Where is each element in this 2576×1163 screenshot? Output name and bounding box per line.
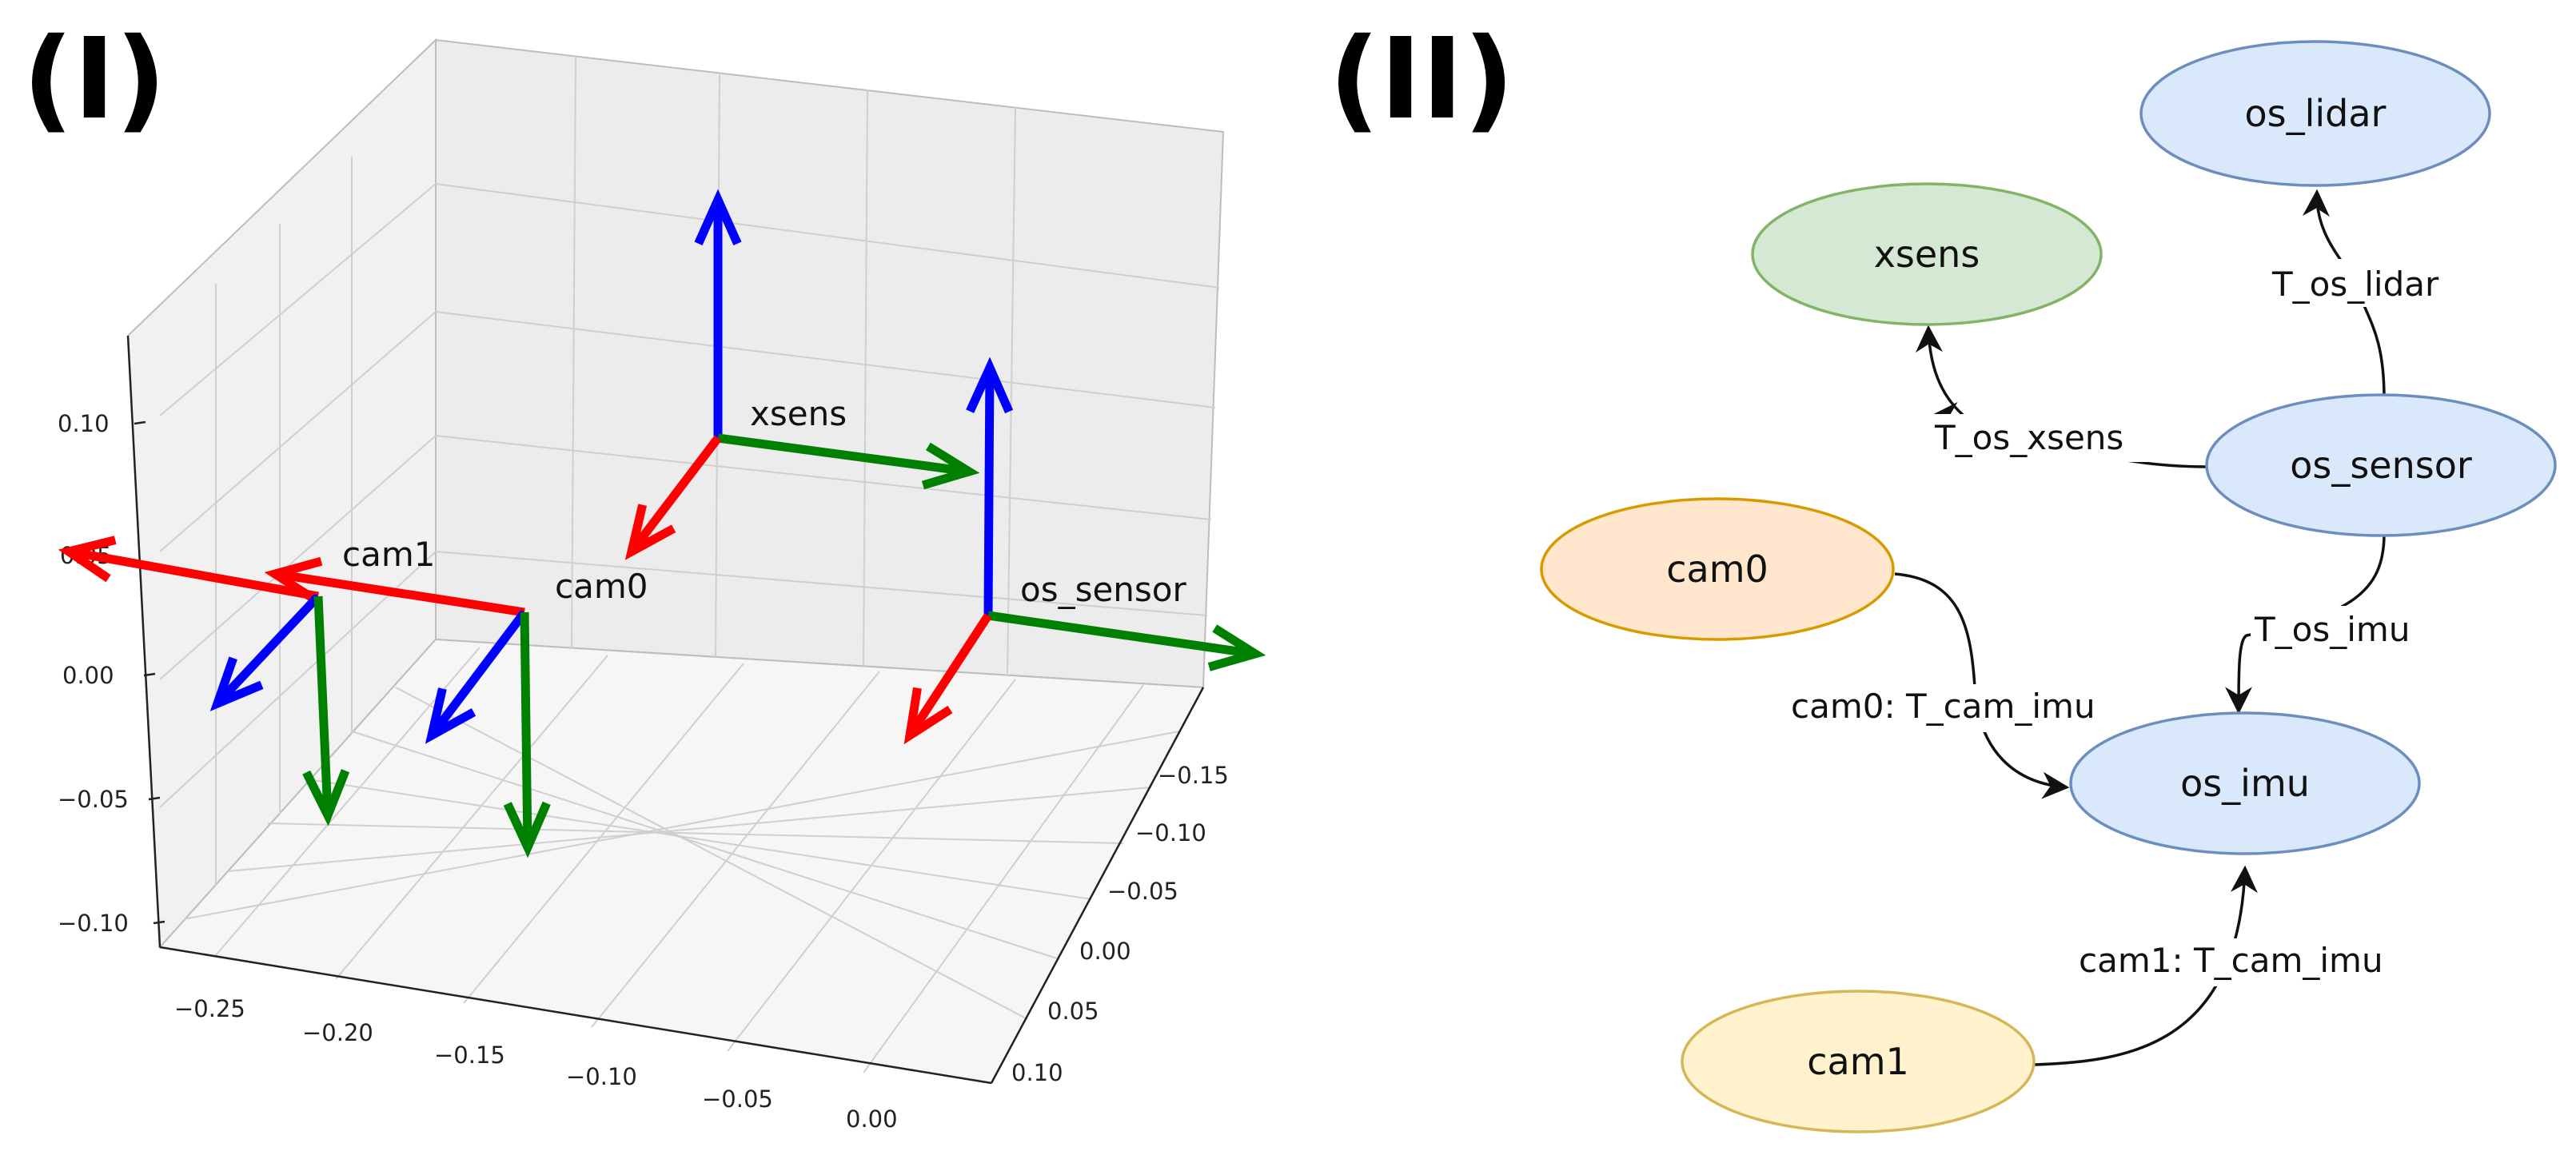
y-axis-spine bbox=[990, 687, 1205, 1084]
z-tick-label: 0.10 bbox=[58, 410, 110, 437]
os-sensor-x-axis-arrow bbox=[906, 612, 992, 739]
os-sensor-y-axis-arrow bbox=[987, 611, 1256, 659]
node-label: cam1 bbox=[1807, 1040, 1909, 1083]
x-tick-label: 0.00 bbox=[846, 1105, 898, 1133]
panel-i-label: (I) bbox=[22, 14, 167, 145]
y-tick-label: −0.10 bbox=[1135, 819, 1206, 846]
cam1-z-axis-arrow bbox=[213, 593, 322, 707]
x-axis-ticks: −0.25 −0.20 −0.15 −0.10 −0.05 0.00 bbox=[174, 995, 898, 1133]
cam1-y-axis-arrowhead bbox=[302, 769, 350, 826]
z-tick-label: −0.05 bbox=[58, 786, 129, 813]
panel-ii-label: (II) bbox=[1329, 14, 1515, 145]
cam0-z-axis-arrowhead bbox=[425, 687, 477, 744]
z-tick-label: −0.10 bbox=[58, 910, 129, 937]
x-axis-spine bbox=[159, 946, 992, 1085]
x-tick-label: −0.05 bbox=[702, 1085, 773, 1113]
node-ellipse bbox=[1681, 990, 2036, 1133]
y-tick-label: −0.15 bbox=[1158, 762, 1229, 789]
frame-label-os-sensor: os_sensor bbox=[1020, 570, 1186, 609]
edge-label-bg bbox=[1931, 414, 2153, 462]
frames-3d-plot: 0.10 0.05 0.00 −0.05 −0.10 −0.25 −0.20 −… bbox=[58, 38, 1266, 1133]
grid-right-pane bbox=[435, 55, 1220, 676]
edge-label-cam1-t-cam-imu: cam1: T_cam_imu bbox=[2079, 941, 2383, 980]
edge-label-bg bbox=[2251, 606, 2447, 654]
edge-label-t-os-xsens: T_os_xsens bbox=[1934, 418, 2123, 457]
x-tick-label: −0.15 bbox=[434, 1042, 505, 1069]
node-xsens: xsens bbox=[1751, 182, 2103, 326]
edge-cam0-to-os-imu bbox=[1894, 572, 2070, 799]
os-sensor-y-axis-arrowhead bbox=[1207, 624, 1266, 671]
xsens-y-axis-arrowhead bbox=[921, 442, 980, 490]
os-sensor-z-axis-arrow bbox=[983, 367, 995, 616]
node-ellipse bbox=[2139, 40, 2491, 187]
cam1-x-axis-arrow bbox=[68, 547, 319, 601]
node-ellipse bbox=[1751, 182, 2103, 326]
cam1-x-axis-arrowhead bbox=[58, 536, 117, 583]
node-os-sensor: os_sensor bbox=[2205, 393, 2557, 537]
node-cam1: cam1 bbox=[1681, 990, 2036, 1133]
node-label: os_lidar bbox=[2245, 92, 2387, 135]
x-tick-label: −0.10 bbox=[566, 1063, 637, 1090]
node-label: os_sensor bbox=[2290, 444, 2472, 487]
cam0-z-axis-arrow bbox=[428, 609, 528, 739]
node-label: os_imu bbox=[2180, 762, 2310, 805]
edge-label-t-os-imu: T_os_imu bbox=[2254, 610, 2410, 649]
node-label: cam0 bbox=[1666, 548, 1769, 591]
grid-left-pane bbox=[159, 156, 437, 886]
xsens-x-axis-arrow bbox=[628, 435, 722, 555]
frame-label-cam0: cam0 bbox=[555, 567, 648, 606]
y-tick-label: 0.10 bbox=[1011, 1059, 1063, 1086]
y-axis-ticks: −0.15 −0.10 −0.05 0.00 0.05 0.10 bbox=[1011, 762, 1229, 1086]
xsens-x-axis-arrowhead bbox=[624, 504, 676, 560]
node-os-imu: os_imu bbox=[2069, 711, 2421, 855]
z-axis-spine bbox=[126, 335, 161, 948]
node-ellipse bbox=[2069, 711, 2421, 855]
xsens-z-axis-arrowhead bbox=[694, 189, 742, 246]
z-tick-label: 0.00 bbox=[62, 662, 114, 689]
os-sensor-z-axis-arrowhead bbox=[966, 356, 1014, 414]
edge-label-bg bbox=[1788, 684, 2115, 732]
node-cam0: cam0 bbox=[1540, 497, 1895, 641]
y-tick-label: 0.05 bbox=[1047, 998, 1099, 1025]
y-tick-label: 0.00 bbox=[1079, 938, 1131, 965]
x-tick-label: −0.25 bbox=[174, 995, 245, 1022]
grid-floor bbox=[183, 647, 1180, 1073]
x-tick-label: −0.20 bbox=[302, 1019, 373, 1046]
cam0-y-axis-arrowhead bbox=[503, 801, 551, 858]
node-ellipse bbox=[2205, 393, 2557, 537]
os-sensor-x-axis-arrowhead bbox=[903, 687, 953, 745]
edge-label-cam0-t-cam-imu: cam0: T_cam_imu bbox=[1791, 687, 2095, 726]
node-os-lidar: os_lidar bbox=[2139, 40, 2491, 187]
node-ellipse bbox=[1540, 497, 1895, 641]
cam1-y-axis-arrow bbox=[313, 595, 333, 816]
frame-label-cam1: cam1 bbox=[342, 535, 435, 574]
edge-cam1-to-os-imu bbox=[2034, 865, 2258, 1066]
cam0-x-axis-arrow bbox=[274, 569, 525, 617]
coordinate-frame-arrows bbox=[58, 189, 1266, 858]
edge-label-t-os-lidar: T_os_lidar bbox=[2271, 265, 2439, 304]
edge-label-bg bbox=[2076, 938, 2403, 986]
node-label: xsens bbox=[1874, 233, 1980, 276]
xsens-y-axis-arrow bbox=[717, 433, 970, 476]
edge-label-bg bbox=[2267, 259, 2482, 307]
frame-label-xsens: xsens bbox=[750, 394, 847, 433]
transform-graph: T_os_lidar T_os_xsens T_os_imu cam0: T_c… bbox=[1540, 40, 2557, 1133]
y-tick-label: −0.05 bbox=[1107, 878, 1178, 905]
cam0-y-axis-arrow bbox=[520, 611, 532, 848]
cam1-z-axis-arrowhead bbox=[209, 656, 264, 711]
